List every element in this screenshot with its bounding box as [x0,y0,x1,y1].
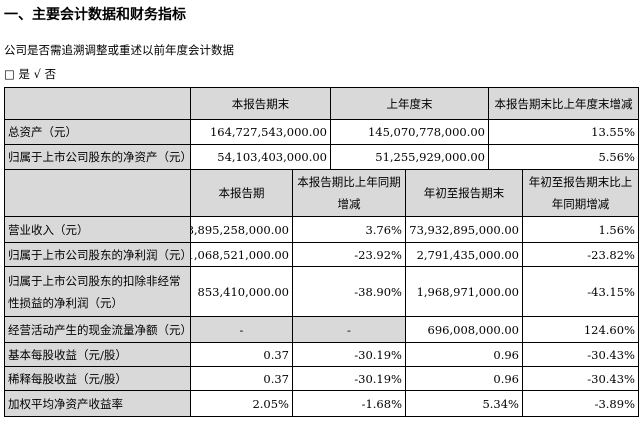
value-cell: -30.43% [522,366,639,391]
value-cell: 2.05% [190,390,293,417]
value-cell: -23.82% [522,242,639,267]
row-label: 归属于上市公司股东的净利润（元） [4,242,191,267]
header-cell: 本报告期 [190,169,293,217]
value-cell: 13.55% [488,119,639,145]
row-label: 基本每股收益（元/股） [4,342,191,367]
restatement-question: 公司是否需追溯调整或重述以前年度会计数据 [4,43,234,57]
value-cell: 3.76% [292,216,406,243]
row-label: 营业收入（元） [4,216,191,243]
value-cell: -3.89% [522,390,639,417]
value-cell: 0.96 [405,342,523,367]
header-cell: 年初至报告期末 [405,169,523,217]
header-cell: 上年度末 [330,87,489,120]
value-cell: 54,103,403,000.00 [190,144,331,170]
value-cell: -43.15% [522,266,639,317]
row-label: 加权平均净资产收益率 [4,390,191,417]
value-cell: 73,932,895,000.00 [405,216,523,243]
restatement-options: □ 是 √ 否 [4,67,57,81]
value-cell: 1.56% [522,216,639,243]
row-label: 总资产（元） [4,119,191,145]
row-label: 归属于上市公司股东的扣除非经常性损益的净利润（元） [4,266,191,317]
value-cell: - [292,316,406,343]
header-cell: 年初至报告期末比上年同期增减 [522,169,639,217]
value-cell: -38.90% [292,266,406,317]
header-cell: 本报告期比上年同期增减 [292,169,406,217]
value-cell: -30.19% [292,366,406,391]
value-cell: - [190,316,293,343]
row-label: 稀释每股收益（元/股） [4,366,191,391]
value-cell: 1,068,521,000.00 [190,242,293,267]
value-cell: 853,410,000.00 [190,266,293,317]
row-label: 经营活动产生的现金流量净额（元） [4,316,191,343]
value-cell: -30.43% [522,342,639,367]
value-cell: 2,791,435,000.00 [405,242,523,267]
value-cell: 51,255,929,000.00 [330,144,489,170]
value-cell: 124.60% [522,316,639,343]
header-cell [4,87,191,120]
value-cell: 145,070,778,000.00 [330,119,489,145]
header-cell [4,169,191,217]
section-heading: 一、主要会计数据和财务指标 [4,7,186,23]
value-cell: -23.92% [292,242,406,267]
value-cell: 164,727,543,000.00 [190,119,331,145]
value-cell: 0.96 [405,366,523,391]
value-cell: 1,968,971,000.00 [405,266,523,317]
header-cell: 本报告期末比上年度末增减 [488,87,639,120]
header-cell: 本报告期末 [190,87,331,120]
value-cell: 0.37 [190,366,293,391]
value-cell: 5.56% [488,144,639,170]
value-cell: -1.68% [292,390,406,417]
value-cell: 5.34% [405,390,523,417]
row-label: 归属于上市公司股东的净资产（元） [4,144,191,170]
value-cell: 0.37 [190,342,293,367]
value-cell: -30.19% [292,342,406,367]
value-cell: 696,008,000.00 [405,316,523,343]
value-cell: 28,895,258,000.00 [190,216,293,243]
